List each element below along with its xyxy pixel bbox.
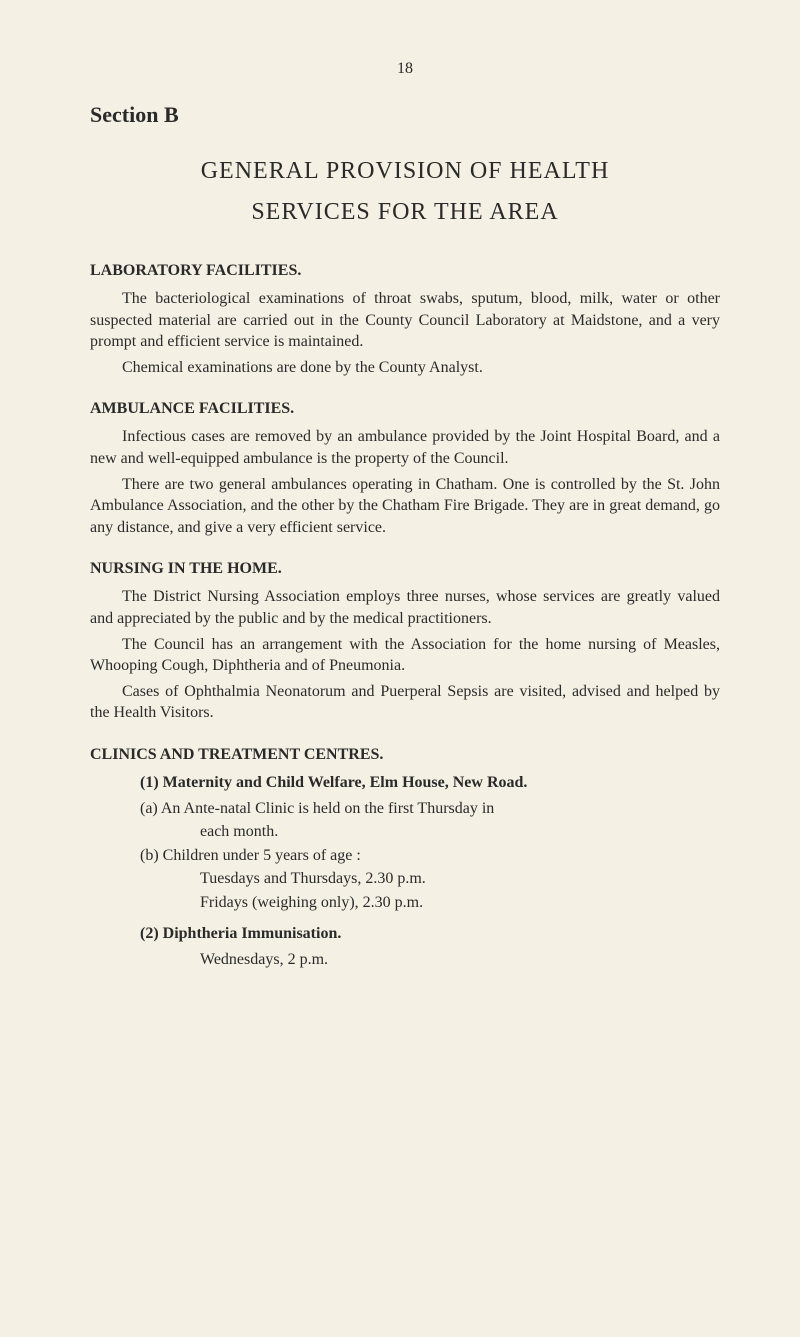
ambulance-p2: There are two general ambulances operati… xyxy=(90,474,720,539)
nursing-p2: The Council has an arrangement with the … xyxy=(90,634,720,677)
title-line-1: GENERAL PROVISION OF HEALTH xyxy=(90,158,720,185)
clinics-item-1b: (b) Children under 5 years of age : xyxy=(90,845,720,867)
clinics-item-2: (2) Diphtheria Immunisation. xyxy=(90,923,720,945)
clinics-item-1b-line2: Fridays (weighing only), 2.30 p.m. xyxy=(90,892,720,914)
heading-laboratory: LABORATORY FACILITIES. xyxy=(90,262,720,280)
heading-clinics: CLINICS AND TREATMENT CENTRES. xyxy=(90,746,720,764)
clinics-item-1a: (a) An Ante-natal Clinic is held on the … xyxy=(90,798,720,820)
nursing-p3: Cases of Ophthalmia Neonatorum and Puerp… xyxy=(90,681,720,724)
section-label: Section B xyxy=(90,102,720,128)
nursing-p1: The District Nursing Association employs… xyxy=(90,586,720,629)
heading-nursing: NURSING IN THE HOME. xyxy=(90,560,720,578)
page-number: 18 xyxy=(90,60,720,78)
clinics-item-1: (1) Maternity and Child Welfare, Elm Hou… xyxy=(90,772,720,794)
clinics-item-1b-line1: Tuesdays and Thursdays, 2.30 p.m. xyxy=(90,868,720,890)
heading-ambulance: AMBULANCE FACILITIES. xyxy=(90,400,720,418)
ambulance-p1: Infectious cases are removed by an ambul… xyxy=(90,426,720,469)
laboratory-p1: The bacteriological examinations of thro… xyxy=(90,288,720,353)
clinics-item-1a-cont: each month. xyxy=(90,821,720,843)
clinics-item-2-line1: Wednesdays, 2 p.m. xyxy=(90,949,720,971)
title-line-2: SERVICES FOR THE AREA xyxy=(90,199,720,226)
laboratory-p2: Chemical examinations are done by the Co… xyxy=(90,357,720,379)
